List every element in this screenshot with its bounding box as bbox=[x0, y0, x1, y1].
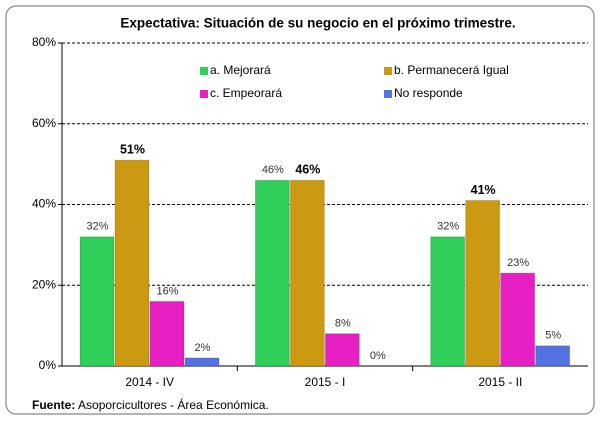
bar bbox=[324, 333, 360, 367]
data-label: 32% bbox=[86, 221, 108, 233]
bar bbox=[184, 357, 220, 367]
bar bbox=[535, 345, 571, 367]
legend-label: No responde bbox=[394, 86, 463, 100]
source-text: Asoporcicultores - Área Económica. bbox=[75, 397, 268, 412]
legend-label: a. Mejorará bbox=[210, 63, 271, 77]
data-label: 5% bbox=[545, 330, 561, 342]
bar bbox=[289, 179, 325, 367]
y-tick-label: 40% bbox=[32, 197, 56, 211]
x-tick-label: 2015 - I bbox=[305, 375, 346, 389]
x-tick-label: 2014 - IV bbox=[125, 375, 174, 389]
bar bbox=[254, 179, 290, 367]
legend-swatch bbox=[200, 67, 208, 75]
legend-label: b. Permanecerá Igual bbox=[394, 63, 509, 77]
data-label: 41% bbox=[471, 183, 496, 197]
bar bbox=[430, 236, 466, 367]
source: Fuente: Asoporcicultores - Área Económic… bbox=[32, 397, 269, 412]
x-tick-label: 2015 - II bbox=[478, 375, 522, 389]
bar bbox=[149, 300, 185, 367]
data-label: 23% bbox=[507, 257, 529, 269]
y-tick-label: 20% bbox=[32, 277, 56, 291]
legend-label: c. Empeorará bbox=[210, 86, 282, 100]
legend-swatch bbox=[384, 90, 392, 98]
bar bbox=[500, 272, 536, 367]
data-label: 2% bbox=[195, 342, 211, 354]
data-label: 32% bbox=[437, 221, 459, 233]
y-tick-label: 60% bbox=[32, 116, 56, 130]
legend-swatch bbox=[200, 90, 208, 98]
data-label: 0% bbox=[370, 350, 386, 362]
bar bbox=[465, 199, 501, 367]
bar bbox=[79, 236, 115, 367]
data-label: 8% bbox=[335, 318, 351, 330]
legend-swatch bbox=[384, 67, 392, 75]
source-label: Fuente: bbox=[32, 398, 75, 412]
data-label: 51% bbox=[120, 142, 145, 156]
bar bbox=[114, 159, 150, 367]
y-tick-label: 80% bbox=[32, 35, 56, 49]
chart-title: Expectativa: Situación de su negocio en … bbox=[120, 16, 515, 31]
data-label: 46% bbox=[262, 164, 284, 176]
y-tick-label: 0% bbox=[39, 358, 57, 372]
data-label: 46% bbox=[295, 163, 320, 177]
data-label: 16% bbox=[156, 285, 178, 297]
